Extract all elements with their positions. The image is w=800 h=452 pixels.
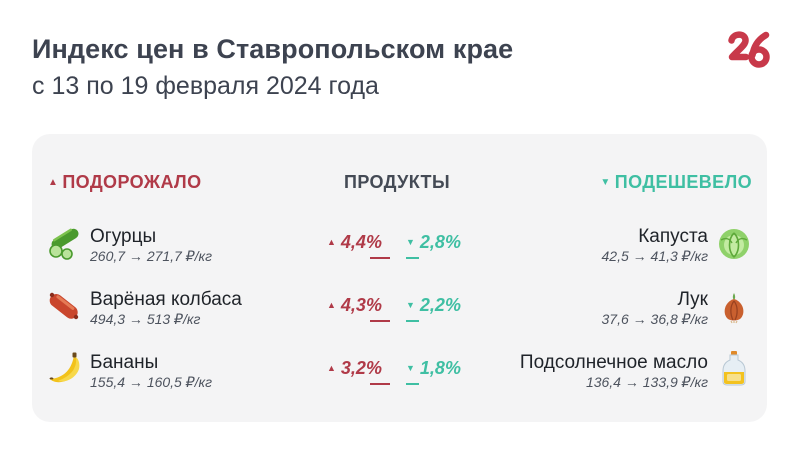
pct-up-1-bar <box>370 257 390 259</box>
pct-down-1-bar <box>406 257 419 259</box>
pct-up-2: ▲ 4,3% <box>327 295 382 316</box>
pct-down-3-bar <box>406 383 419 385</box>
pct-down-1: ▼ 2,8% <box>406 232 461 253</box>
pct-up-3-bar <box>370 383 390 385</box>
page-title: Индекс цен в Ставропольском крае <box>32 34 514 64</box>
up-triangle-icon: ▲ <box>48 177 59 188</box>
pct-down-3: ▼ 1,8% <box>406 358 461 379</box>
pct-down-2-value: 2,2% <box>419 295 461 315</box>
pct-down-3-value: 1,8% <box>419 358 461 378</box>
pct-up-1-value: 4,4% <box>340 232 382 252</box>
down-arrow-icon: ▼ <box>406 363 415 373</box>
pct-up-2-bar <box>370 320 390 322</box>
down-triangle-icon: ▼ <box>600 177 611 188</box>
item-price-down-3: 136,4 → 133,9 ₽/кг <box>585 374 708 390</box>
item-name-up-1: Огурцы <box>90 226 157 247</box>
pct-down-2-bar <box>406 320 419 322</box>
up-arrow-icon: ▲ <box>327 363 336 373</box>
price-panel <box>32 134 767 422</box>
header-products: ПРОДУКТЫ <box>344 172 450 192</box>
item-price-up-1: 260,7 → 271,7 ₽/кг <box>90 248 213 264</box>
header-increased: ▲ ПОДОРОЖАЛО <box>48 172 202 193</box>
item-price-down-1: 42,5 → 41,3 ₽/кг <box>601 248 708 264</box>
sausage-icon <box>49 292 79 320</box>
item-name-up-3: Бананы <box>90 352 159 373</box>
header-decreased: ▼ ПОДЕШЕВЕЛО <box>600 172 752 193</box>
item-name-up-2: Варёная колбаса <box>90 289 242 310</box>
pct-up-3: ▲ 3,2% <box>327 358 382 379</box>
up-arrow-icon: ▲ <box>327 300 336 310</box>
header-decreased-label: ПОДЕШЕВЕЛО <box>614 172 752 192</box>
page-subtitle: с 13 по 19 февраля 2024 года <box>32 72 379 100</box>
cucumber-icon <box>49 228 79 260</box>
pct-down-1-value: 2,8% <box>419 232 461 252</box>
cabbage-icon <box>719 229 749 259</box>
item-price-up-2: 494,3 → 513 ₽/кг <box>90 311 201 327</box>
logo-26-icon <box>728 31 770 68</box>
banana-icon <box>49 352 80 383</box>
down-arrow-icon: ▼ <box>406 237 415 247</box>
down-arrow-icon: ▼ <box>406 300 415 310</box>
item-name-down-2: Лук <box>677 289 709 310</box>
item-price-down-2: 37,6 → 36,8 ₽/кг <box>601 311 708 327</box>
pct-up-3-value: 3,2% <box>340 358 382 378</box>
oil-bottle-icon <box>722 351 746 386</box>
up-arrow-icon: ▲ <box>327 237 336 247</box>
pct-up-2-value: 4,3% <box>340 295 382 315</box>
header-increased-label: ПОДОРОЖАЛО <box>62 172 202 192</box>
pct-up-1: ▲ 4,4% <box>327 232 382 253</box>
item-name-down-1: Капуста <box>638 226 708 247</box>
item-price-up-3: 155,4 → 160,5 ₽/кг <box>90 374 213 390</box>
pct-down-2: ▼ 2,2% <box>406 295 461 316</box>
onion-icon <box>724 293 744 324</box>
item-name-down-3: Подсолнечное масло <box>519 352 708 373</box>
